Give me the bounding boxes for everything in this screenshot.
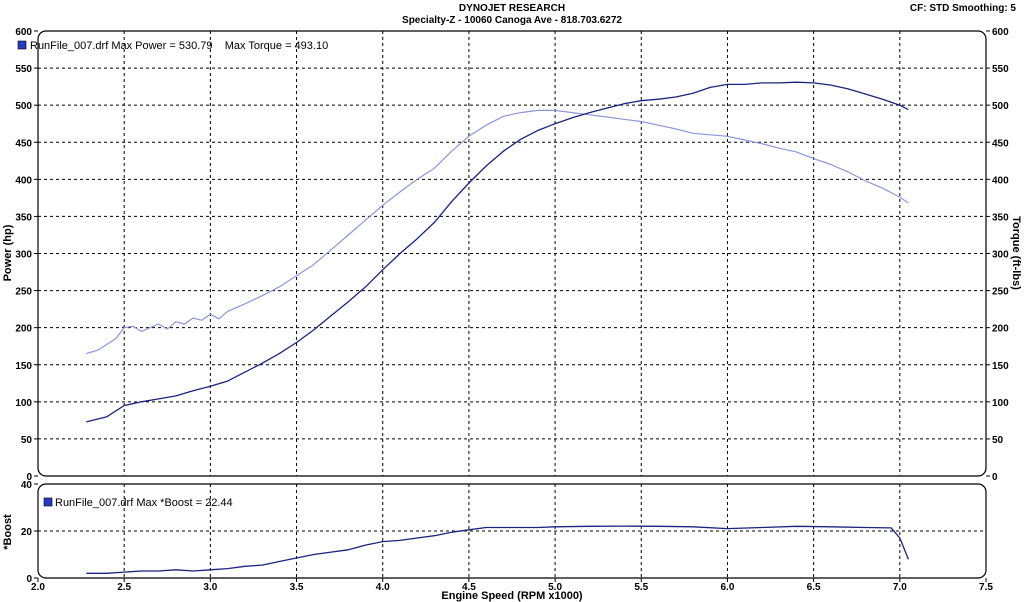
y-tick-label-power: 300	[15, 250, 32, 261]
y-tick-label-torque: 200	[992, 324, 1009, 335]
y-tick-label-torque: 300	[992, 250, 1009, 261]
y-tick-label-torque: 550	[992, 64, 1009, 75]
x-tick-label: 5.0	[548, 582, 562, 593]
y-tick-label-torque: 50	[992, 435, 1004, 446]
y-tick-label-torque: 350	[992, 212, 1009, 223]
y-tick-label-torque: 100	[992, 398, 1009, 409]
y-tick-label-power: 600	[15, 27, 32, 38]
settings-info: CF: STD Smoothing: 5	[909, 3, 1016, 14]
y-tick-label-power: 450	[15, 138, 32, 149]
y-tick-label-power: 200	[15, 324, 32, 335]
x-tick-label: 7.0	[893, 582, 907, 593]
y-tick-label-torque: 0	[992, 472, 998, 483]
legend-power-torque: RunFile_007.drf Max Power = 530.79 Max T…	[30, 40, 328, 52]
x-tick-label: 6.0	[721, 582, 735, 593]
x-tick-label: 2.5	[117, 582, 131, 593]
series-line-torque	[86, 109, 909, 355]
y-tick-label-torque: 250	[992, 287, 1009, 298]
series-line-boost	[86, 525, 910, 574]
series-line-power	[86, 81, 909, 423]
x-tick-label: 3.0	[203, 582, 217, 593]
y-axis-label-boost: *Boost	[2, 514, 14, 550]
x-tick-label: 3.5	[290, 582, 304, 593]
y-tick-label-torque: 400	[992, 175, 1009, 186]
y-tick-label-boost: 0	[26, 574, 32, 585]
y-tick-label-torque: 600	[992, 27, 1009, 38]
y-tick-label-power: 50	[21, 435, 33, 446]
x-tick-label: 4.5	[462, 582, 476, 593]
shop-info: Specialty-Z - 10060 Canoga Ave - 818.703…	[402, 15, 622, 26]
y-tick-label-torque: 150	[992, 361, 1009, 372]
boost-legend: RunFile_007.drf Max *Boost = 22.44	[43, 497, 233, 509]
y-tick-label-boost: 20	[21, 527, 33, 538]
legend-swatch-power	[17, 40, 27, 50]
x-tick-label: 4.0	[376, 582, 390, 593]
y-tick-label-power: 500	[15, 101, 32, 112]
x-axis-label: Engine Speed (RPM x1000)	[441, 590, 583, 602]
x-tick-label: 7.5	[979, 582, 993, 593]
tick-labels: 2.0 2.5 3.0 3.5 4.0 4.5 5.0 5.5 6.0 6.5 7.0 7.5 0 0 50…	[15, 27, 1009, 593]
y-tick-label-power: 100	[15, 398, 32, 409]
y-tick-label-power: 150	[15, 361, 32, 372]
y-tick-label-power: 0	[26, 472, 32, 483]
legend-boost: RunFile_007.drf Max *Boost = 22.44	[55, 497, 233, 509]
x-tick-label: 5.5	[634, 582, 648, 593]
y-tick-label-torque: 500	[992, 101, 1009, 112]
power-torque-legend: RunFile_007.drf Max Power = 530.79 Max T…	[17, 40, 328, 52]
x-tick-label: 2.0	[31, 582, 45, 593]
y-tick-label-power: 350	[15, 212, 32, 223]
legend-swatch-boost	[43, 497, 53, 507]
y-axis-label-power: Power (hp)	[2, 224, 14, 281]
series-lines	[86, 81, 910, 574]
y-tick-label-power: 550	[15, 64, 32, 75]
y-tick-label-torque: 450	[992, 138, 1009, 149]
y-tick-label-boost: 40	[21, 480, 33, 491]
x-tick-label: 6.5	[807, 582, 821, 593]
y-tick-label-power: 250	[15, 287, 32, 298]
y-axis-label-torque: Torque (ft-lbs)	[1010, 216, 1022, 290]
y-tick-label-power: 400	[15, 175, 32, 186]
company-title: DYNOJET RESEARCH	[458, 3, 566, 14]
